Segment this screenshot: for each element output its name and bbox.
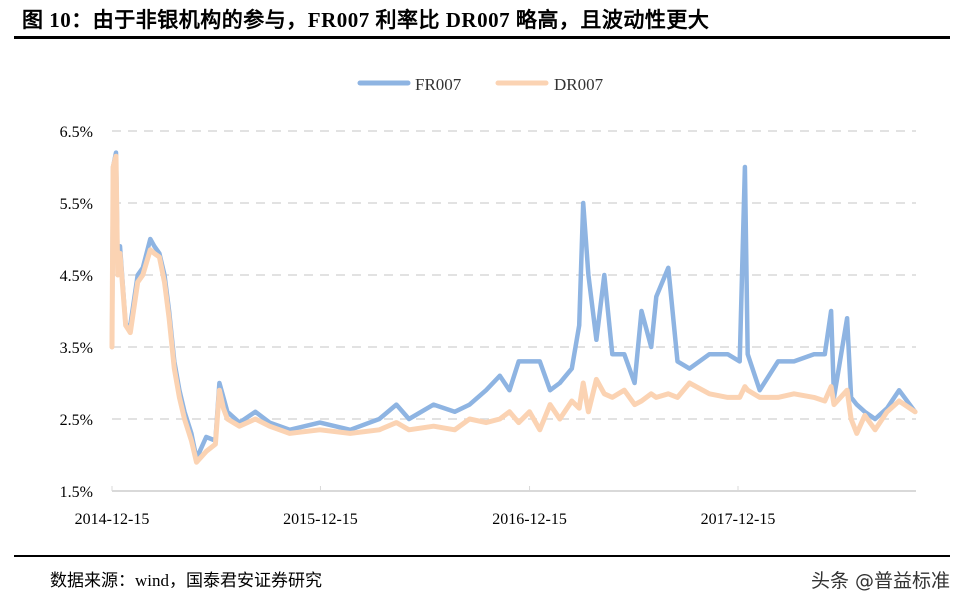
y-tick-label: 4.5% [60,268,93,285]
y-tick-label: 5.5% [60,196,93,213]
x-tick-label: 2017-12-15 [701,511,776,528]
x-axis: 2014-12-15 2015-12-15 2016-12-15 2017-12-15 [75,486,776,528]
legend-label: FR007 [415,75,462,94]
legend: FR007 DR007 [357,75,604,94]
y-tick-label: 1.5% [60,484,93,501]
data-source: 数据来源：wind，国泰君安证券研究 [50,571,322,590]
watermark: 头条 @普益标准 [810,570,950,592]
y-axis: 1.5% 2.5% 3.5% 4.5% 5.5% 6.5% [60,124,93,501]
series-line-dr007 [109,153,918,465]
series-lines [109,150,918,465]
x-tick-label: 2014-12-15 [75,511,150,528]
y-tick-label: 3.5% [60,340,93,357]
legend-label: DR007 [554,75,604,94]
y-tick-label: 2.5% [60,412,93,429]
gridlines [112,130,916,492]
y-tick-label: 6.5% [60,124,93,141]
chart-title: 图 10：由于非银机构的参与，FR007 利率比 DR007 略高，且波动性更大 [22,8,710,32]
bottom-rule [14,555,950,557]
x-tick-label: 2015-12-15 [283,511,358,528]
x-tick-label: 2016-12-15 [492,511,567,528]
top-rule [14,36,950,39]
